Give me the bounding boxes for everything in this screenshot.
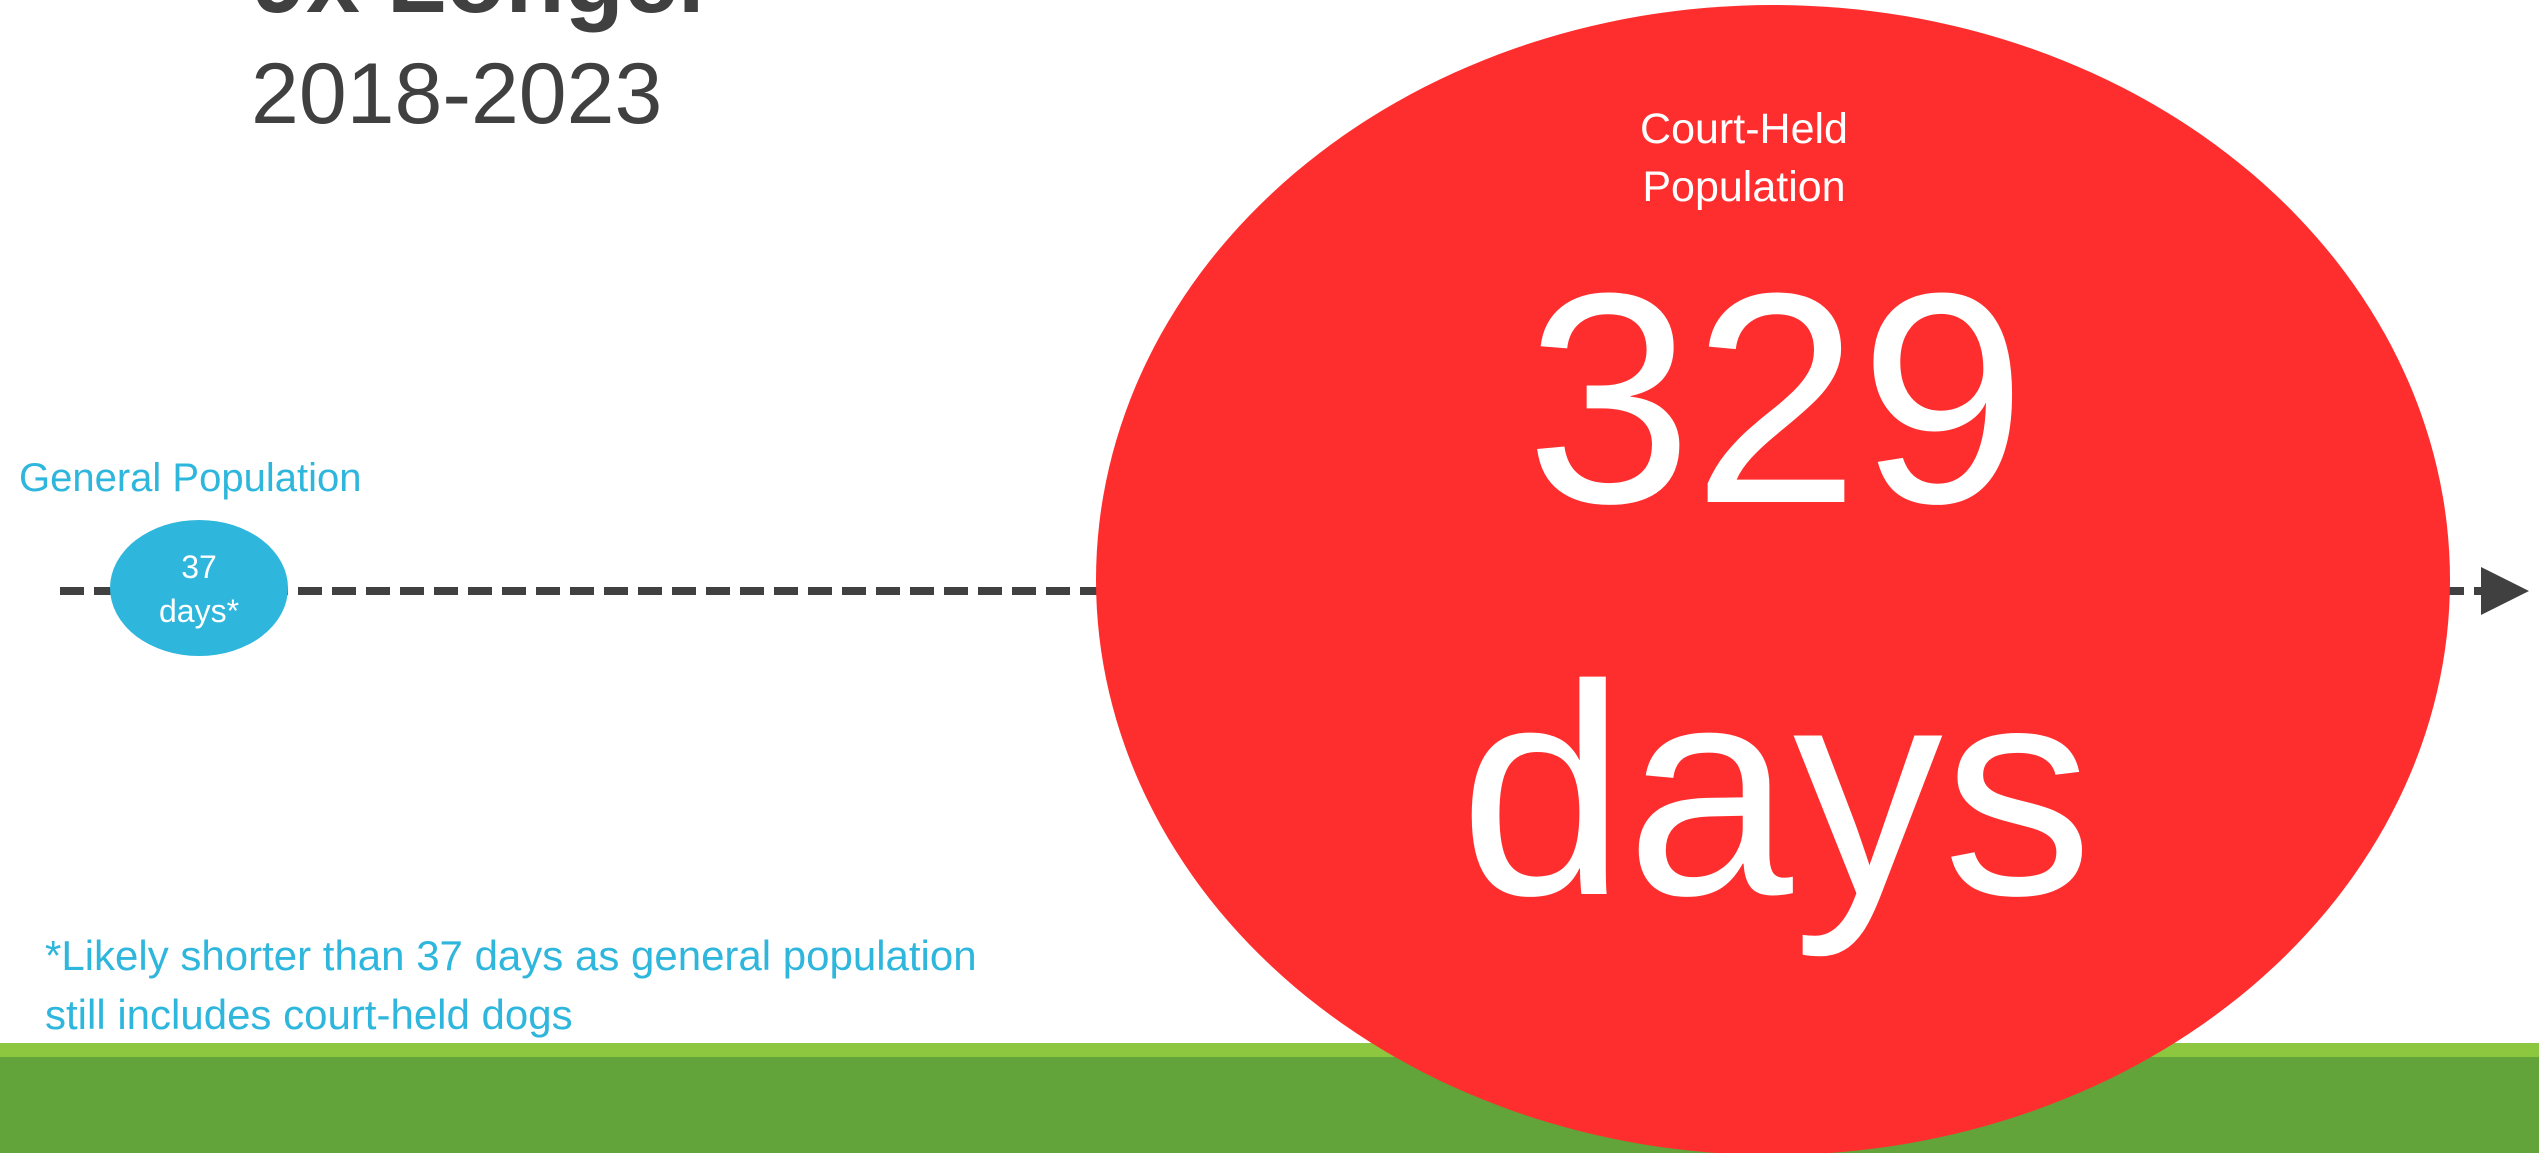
title: 9x Longer — [252, 0, 716, 33]
general-bubble — [110, 520, 288, 656]
subtitle: 2018-2023 — [251, 46, 662, 142]
footnote: *Likely shorter than 37 days as general … — [45, 932, 977, 979]
general-unit: days* — [159, 593, 239, 629]
court-label: Population — [1642, 163, 1845, 211]
general-label: General Population — [19, 456, 361, 500]
footnote: still includes court-held dogs — [45, 991, 573, 1038]
court-label: Court-Held — [1640, 105, 1848, 153]
court-unit: days — [1459, 622, 2093, 960]
court-bubble — [1096, 5, 2450, 1153]
court-value: 329 — [1526, 230, 2027, 566]
ground — [0, 1057, 2539, 1153]
general-value: 37 — [181, 549, 217, 585]
